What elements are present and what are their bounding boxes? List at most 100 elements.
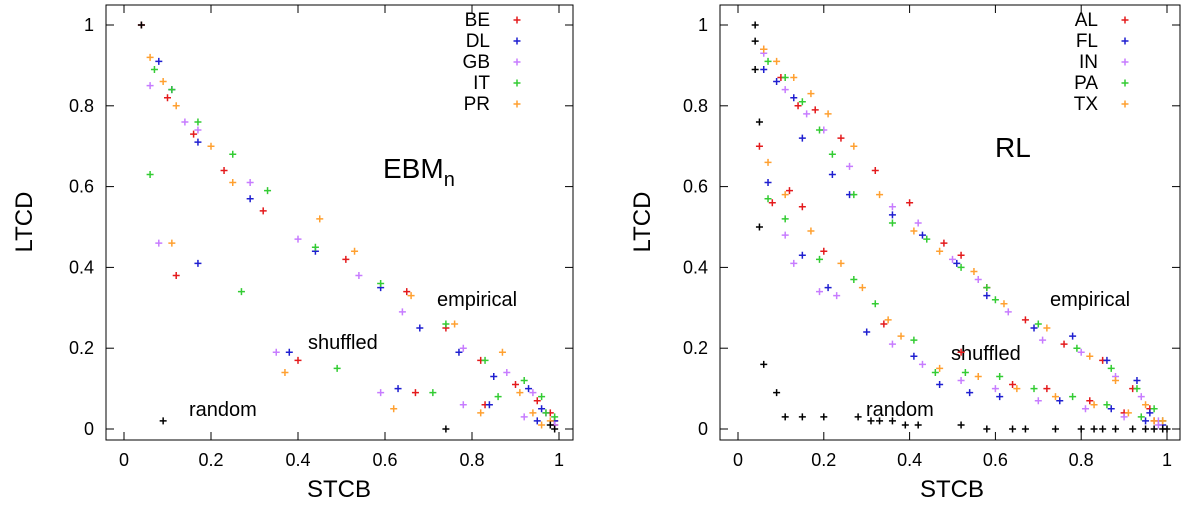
left-data-point [538, 393, 546, 401]
right-data-point [884, 316, 892, 324]
left-legend-label: IT [473, 73, 490, 94]
right-data-point [1129, 425, 1137, 433]
right-data-point [798, 98, 806, 106]
right-data-point [1137, 413, 1145, 421]
right-x-ticks: 0 0.2 0.4 0.6 0.8 1 [733, 5, 1172, 470]
right-data-point [816, 126, 824, 134]
right-data-point [996, 393, 1004, 401]
right-data-point [816, 255, 824, 263]
left-y-tick-label: 1 [84, 15, 94, 35]
right-data-point [871, 166, 879, 174]
right-data-point [807, 227, 815, 235]
right-data-point [755, 142, 763, 150]
left-data-point [150, 65, 158, 73]
right-data-point [798, 251, 806, 259]
right-data-point [781, 413, 789, 421]
right-data-point [1142, 425, 1150, 433]
right-data-point [820, 413, 828, 421]
right-data-point [811, 106, 819, 114]
right-data-point [1043, 385, 1051, 393]
right-data-point [760, 360, 768, 368]
right-data-point [936, 247, 944, 255]
right-x-tick-label: 0.6 [983, 450, 1008, 470]
right-data-point [798, 413, 806, 421]
right-series-in [760, 49, 1162, 429]
left-data-point [159, 417, 167, 425]
right-data-point [1099, 425, 1107, 433]
left-series-pr [146, 53, 554, 429]
right-data-point [991, 296, 999, 304]
right-y-tick-label: 0.8 [683, 96, 708, 116]
left-data-point [181, 118, 189, 126]
right-annotation-shuffled: shuffled [951, 343, 1021, 365]
right-data-point [1086, 352, 1094, 360]
right-data-point [1107, 364, 1115, 372]
left-data-point [137, 21, 145, 29]
left-data-point [294, 356, 302, 364]
right-legend-label: PA [1074, 73, 1098, 94]
left-data-point [294, 235, 302, 243]
left-data-point [155, 57, 163, 65]
right-data-point [1150, 405, 1158, 413]
right-data-point [760, 65, 768, 73]
left-data-point [246, 195, 254, 203]
right-data-point [1120, 413, 1128, 421]
right-data-point [764, 57, 772, 65]
right-data-point [936, 364, 944, 372]
left-data-point [377, 280, 385, 288]
left-y-tick-label: 0 [84, 419, 94, 439]
left-y-tick-label: 0.8 [69, 96, 94, 116]
right-x-tick-label: 0.2 [811, 450, 836, 470]
right-data-point [1090, 425, 1098, 433]
left-data-point [220, 166, 228, 174]
right-data-point [828, 150, 836, 158]
left-data-point [333, 364, 341, 372]
right-data-point [931, 368, 939, 376]
right-data-point [858, 284, 866, 292]
right-plot-frame [719, 4, 1181, 441]
right-data-point [1103, 401, 1111, 409]
left-data-point [407, 292, 415, 300]
right-panel-title: RL [995, 132, 1031, 163]
left-data-point [159, 78, 167, 86]
right-data-point [816, 288, 824, 296]
right-data-point [1051, 393, 1059, 401]
left-data-point [411, 389, 419, 397]
right-data-point [961, 368, 969, 376]
right-data-point [790, 74, 798, 82]
left-data-point [394, 385, 402, 393]
left-x-tick-label: 1 [554, 450, 564, 470]
left-data-point [416, 324, 424, 332]
right-data-point [1112, 425, 1120, 433]
left-data-point [194, 126, 202, 134]
right-data-point [764, 179, 772, 187]
right-data-point [901, 421, 909, 429]
right-x-tick-label: 0.8 [1069, 450, 1094, 470]
left-data-point [281, 368, 289, 376]
left-data-point [272, 348, 280, 356]
left-data-point [485, 401, 493, 409]
right-data-point [991, 385, 999, 393]
left-legend-marker [513, 37, 521, 45]
right-legend-label: AL [1075, 10, 1098, 31]
left-data-point [398, 308, 406, 316]
right-data-point [1034, 320, 1042, 328]
right-data-point [953, 259, 961, 267]
left-data-point [351, 247, 359, 255]
left-points [137, 21, 559, 433]
right-data-point [751, 65, 759, 73]
left-data-point [498, 348, 506, 356]
right-series-tx [760, 45, 1167, 425]
left-data-point [538, 405, 546, 413]
right-data-point [897, 332, 905, 340]
left-data-point [520, 413, 528, 421]
right-data-point [871, 300, 879, 308]
right-data-point [940, 239, 948, 247]
right-data-point [773, 389, 781, 397]
right-data-point [850, 276, 858, 284]
right-data-point [828, 170, 836, 178]
right-data-point [781, 86, 789, 94]
right-series-fl [760, 65, 1167, 429]
right-data-point [957, 263, 965, 271]
